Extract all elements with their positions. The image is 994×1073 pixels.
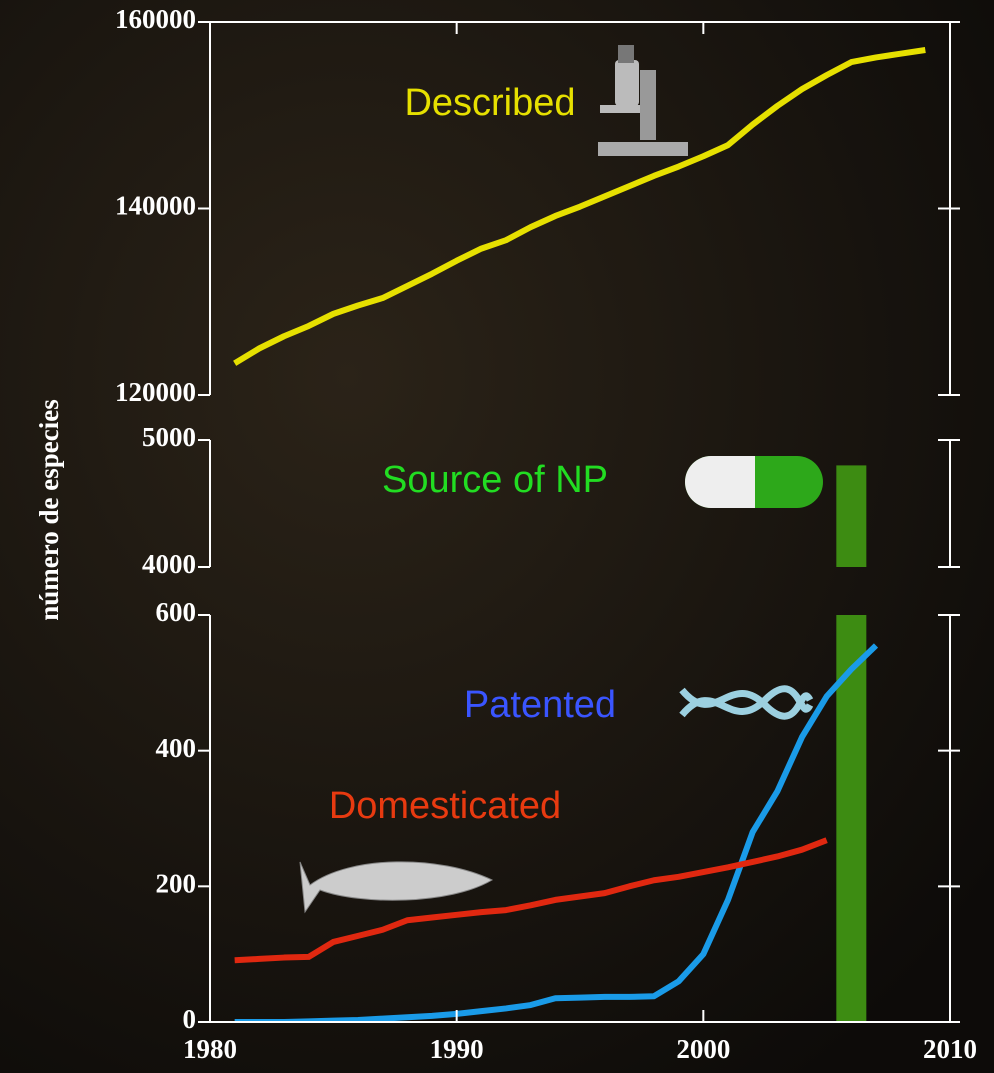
bar (836, 465, 866, 567)
y-axis-label: número de especies (34, 399, 64, 620)
y-tick-label: 140000 (115, 191, 196, 221)
x-tick-label: 1990 (430, 1034, 484, 1064)
y-tick-label: 4000 (142, 549, 196, 579)
y-tick-label: 400 (156, 733, 197, 763)
page: número de especies 120000 140000 160000 Des… (0, 0, 994, 1073)
y-tick-label: 600 (156, 597, 197, 627)
y-tick-label: 0 (183, 1004, 197, 1034)
series-label: Domesticated (329, 785, 561, 827)
series-label: Source of NP (382, 459, 608, 501)
series-label: Described (404, 82, 575, 124)
x-tick-label: 2010 (923, 1034, 977, 1064)
x-tick-label: 2000 (676, 1034, 730, 1064)
series-label: Patented (464, 684, 616, 726)
pill-icon (685, 456, 823, 508)
y-tick-label: 160000 (115, 4, 196, 34)
x-tick-label: 1980 (183, 1034, 237, 1064)
y-tick-label: 5000 (142, 422, 196, 452)
y-tick-label: 120000 (115, 377, 196, 407)
y-tick-label: 200 (156, 869, 197, 899)
plot-area (836, 465, 866, 567)
chart: número de especies 120000 140000 160000 Des… (0, 0, 994, 1073)
